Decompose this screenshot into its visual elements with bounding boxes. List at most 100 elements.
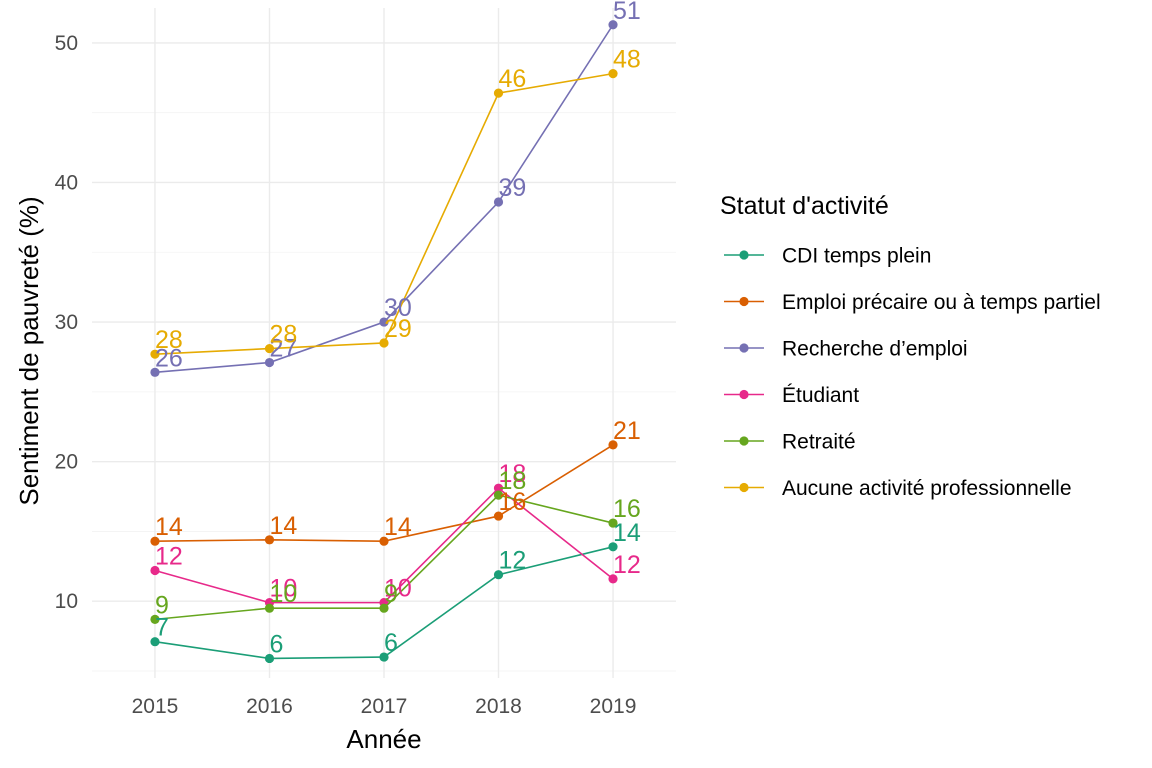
data-point (608, 440, 618, 450)
legend-key-point (739, 482, 749, 493)
data-label: 39 (499, 174, 527, 202)
data-label: 48 (613, 46, 641, 74)
legend-item: Retraité (724, 431, 856, 454)
data-label: 14 (384, 513, 412, 541)
data-label: 16 (499, 488, 527, 516)
x-tick-label: 2019 (590, 695, 637, 718)
data-label: 12 (155, 543, 183, 571)
legend-label: Aucune activité professionnelle (782, 477, 1072, 500)
data-point (379, 603, 389, 613)
data-point (150, 367, 160, 377)
data-label: 26 (155, 344, 183, 372)
y-tick-label: 30 (55, 311, 78, 334)
x-tick-label: 2017 (361, 695, 408, 718)
data-label: 46 (499, 65, 527, 93)
legend-item: Emploi précaire ou à temps partiel (724, 291, 1101, 314)
x-axis-title: Année (346, 724, 421, 754)
data-label: 18 (499, 467, 527, 495)
data-point (150, 349, 160, 359)
data-point (608, 574, 618, 584)
legend-items: CDI temps plein Emploi précaire ou à temp… (724, 245, 1101, 500)
legend-label: Étudiant (782, 384, 859, 407)
data-point (493, 483, 504, 493)
legend-key-point (739, 436, 749, 446)
legend-label: Emploi précaire ou à temps partiel (782, 291, 1101, 314)
x-tick-label: 2015 (132, 695, 179, 718)
data-label: 9 (155, 591, 169, 619)
data-point (608, 542, 618, 552)
data-point (150, 565, 160, 576)
series-layer (150, 20, 618, 664)
y-tick-label: 20 (55, 451, 78, 474)
legend-item: Aucune activité professionnelle (724, 477, 1072, 500)
data-point (379, 652, 389, 662)
legend: Statut d'activité CDI temps plein Emploi … (720, 192, 1101, 500)
data-point (379, 536, 389, 546)
legend-label: Recherche d’emploi (782, 338, 968, 361)
data-point (264, 653, 275, 664)
data-label: 10 (269, 580, 297, 608)
data-label: 12 (613, 551, 641, 579)
data-point (379, 338, 389, 348)
data-point (493, 197, 504, 207)
data-point (264, 535, 275, 545)
data-label: 7 (155, 614, 169, 642)
legend-item: Étudiant (724, 384, 859, 407)
data-label: 27 (269, 335, 297, 363)
data-point (608, 20, 618, 30)
series-5 (150, 490, 618, 624)
data-point (379, 317, 389, 327)
data-label: 6 (269, 630, 283, 658)
y-tick-label: 40 (55, 171, 78, 194)
data-label: 9 (384, 580, 398, 608)
data-point (264, 357, 275, 368)
data-point (493, 490, 504, 500)
legend-key-point (739, 343, 749, 353)
legend-key-point (739, 389, 749, 400)
data-label: 51 (613, 0, 641, 25)
series-6 (150, 69, 618, 359)
legend-key-point (739, 250, 749, 260)
data-point (264, 343, 275, 354)
axes: 10 20 30 40 50 2015 2016 2017 2018 2019 (55, 32, 637, 718)
data-label: 28 (155, 326, 183, 354)
data-label: 6 (384, 629, 398, 657)
legend-label: CDI temps plein (782, 245, 931, 268)
data-point (150, 536, 160, 546)
data-label: 14 (269, 512, 297, 540)
data-label: 21 (613, 417, 641, 445)
data-point (493, 511, 504, 521)
legend-label: Retraité (782, 431, 856, 454)
x-tick-label: 2016 (246, 695, 293, 718)
data-label: 12 (499, 547, 527, 575)
data-point (608, 518, 618, 528)
legend-item: CDI temps plein (724, 245, 931, 268)
data-label: 10 (269, 575, 297, 603)
data-point (150, 637, 160, 647)
data-label: 18 (499, 460, 527, 488)
data-label: 16 (613, 495, 641, 523)
series-1 (150, 542, 618, 664)
y-tick-label: 50 (55, 32, 78, 55)
data-point (608, 69, 618, 79)
series-3 (150, 20, 618, 377)
y-axis-title: Sentiment de pauvreté (%) (14, 196, 44, 505)
data-label: 10 (384, 575, 412, 603)
series-2 (150, 440, 618, 546)
legend-key-point (739, 296, 749, 307)
data-label: 28 (269, 321, 297, 349)
x-tick-label: 2018 (475, 695, 522, 718)
data-label: 29 (384, 315, 412, 343)
data-label: 30 (384, 294, 412, 322)
legend-title: Statut d'activité (720, 192, 889, 220)
legend-item: Recherche d’emploi (724, 338, 968, 361)
y-tick-label: 10 (55, 590, 78, 613)
data-label: 14 (155, 513, 183, 541)
data-point (150, 614, 160, 624)
data-point (264, 603, 275, 613)
data-point (493, 88, 504, 98)
data-label: 14 (613, 519, 641, 547)
